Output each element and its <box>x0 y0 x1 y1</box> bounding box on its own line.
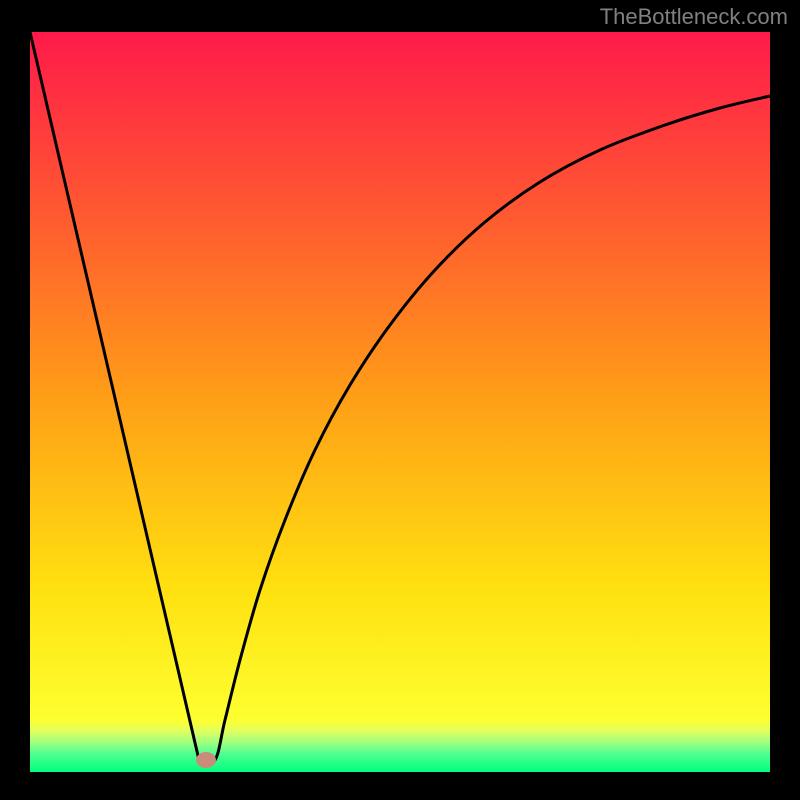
chart-container: TheBottleneck.com <box>0 0 800 800</box>
right-ascending-curve <box>199 96 770 763</box>
minimum-marker-dot <box>196 752 216 768</box>
left-descending-line <box>30 32 199 760</box>
watermark-text: TheBottleneck.com <box>600 4 788 30</box>
curve-overlay <box>0 0 800 800</box>
